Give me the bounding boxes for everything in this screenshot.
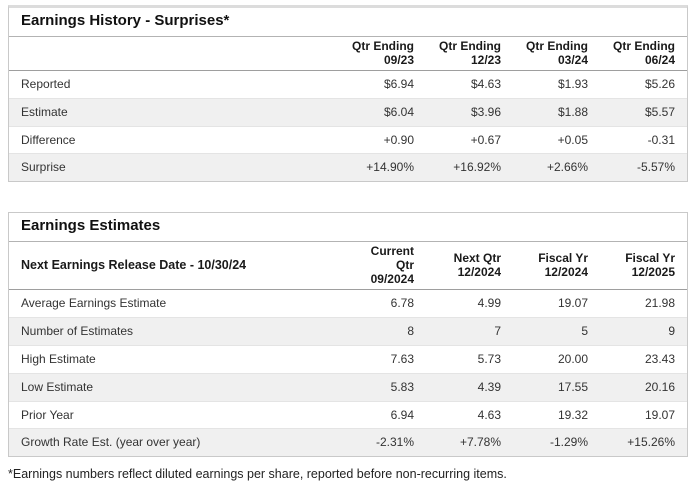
table-row: Prior Year 6.94 4.63 19.32 19.07 xyxy=(9,400,687,429)
column-header-row: Qtr Ending 09/23 Qtr Ending 12/23 Qtr Endi… xyxy=(9,36,687,72)
value-cell: +15.26% xyxy=(600,428,687,457)
table-row: Number of Estimates 8 7 5 9 xyxy=(9,317,687,346)
table-row: Growth Rate Est. (year over year) -2.31% +… xyxy=(9,428,687,457)
row-label: Estimate xyxy=(9,97,339,127)
table-row: Average Earnings Estimate 6.78 4.99 19.07 21… xyxy=(9,290,687,318)
value-cell: +14.90% xyxy=(339,153,426,182)
table-row: Low Estimate 5.83 4.39 17.55 20.16 xyxy=(9,372,687,402)
value-cell: 20.00 xyxy=(513,345,600,374)
column-header-cell: Qtr Ending 12/23 xyxy=(426,36,513,72)
value-cell: $1.88 xyxy=(513,97,600,127)
table-row: Surprise +14.90% +16.92% +2.66% -5.57% xyxy=(9,153,687,182)
value-cell: $5.57 xyxy=(600,97,687,127)
earnings-history-title: Earnings History - Surprises* xyxy=(9,8,687,37)
row-label: Surprise xyxy=(9,153,339,182)
value-cell: 21.98 xyxy=(644,296,675,311)
value-cell: $1.93 xyxy=(557,77,588,92)
value-cell: +7.78% xyxy=(426,428,513,457)
value-cell: -0.31 xyxy=(600,125,687,154)
earnings-estimates-title: Earnings Estimates xyxy=(9,213,687,242)
value-cell: +0.05 xyxy=(513,125,600,154)
value-cell: 4.63 xyxy=(426,400,513,429)
value-cell: 7.63 xyxy=(339,345,426,374)
column-header-row: Next Earnings Release Date - 10/30/24 Cur… xyxy=(9,242,687,291)
value-cell: +2.66% xyxy=(513,153,600,182)
column-header-cell: Next Qtr 12/2024 xyxy=(426,242,513,291)
value-cell: $6.94 xyxy=(383,77,414,92)
value-cell: 9 xyxy=(600,317,687,346)
value-cell: 19.07 xyxy=(600,400,687,429)
value-cell: 17.55 xyxy=(513,372,600,402)
row-label: Difference xyxy=(9,125,339,154)
column-header-cell: Fiscal Yr 12/2025 xyxy=(600,242,687,291)
value-cell: +16.92% xyxy=(426,153,513,182)
value-cell: 6.78 xyxy=(390,296,414,311)
row-label: Prior Year xyxy=(9,400,339,429)
table-row: Reported $6.94 $4.63 $1.93 $5.26 xyxy=(9,71,687,99)
value-cell: 19.32 xyxy=(513,400,600,429)
row-label: Low Estimate xyxy=(9,372,339,402)
row-label: Number of Estimates xyxy=(9,317,339,346)
value-cell: 23.43 xyxy=(600,345,687,374)
row-label: Average Earnings Estimate xyxy=(21,296,167,311)
row-label: High Estimate xyxy=(9,345,339,374)
value-cell: 6.94 xyxy=(339,400,426,429)
earnings-footnote: *Earnings numbers reflect diluted earnin… xyxy=(8,467,507,482)
table-row: Difference +0.90 +0.67 +0.05 -0.31 xyxy=(9,125,687,154)
value-cell: 4.99 xyxy=(477,296,501,311)
table-row: Estimate $6.04 $3.96 $1.88 $5.57 xyxy=(9,97,687,127)
table-row: High Estimate 7.63 5.73 20.00 23.43 xyxy=(9,345,687,374)
value-cell: -5.57% xyxy=(600,153,687,182)
earnings-history-card: Earnings History - Surprises* Qtr Ending… xyxy=(8,5,688,183)
value-cell: 8 xyxy=(339,317,426,346)
value-cell: 5.83 xyxy=(339,372,426,402)
value-cell: -1.29% xyxy=(513,428,600,457)
value-cell: 5 xyxy=(513,317,600,346)
value-cell: $5.26 xyxy=(644,77,675,92)
column-header-cell: Qtr Ending 06/24 xyxy=(600,36,687,72)
value-cell: 4.39 xyxy=(426,372,513,402)
value-cell: $4.63 xyxy=(470,77,501,92)
value-cell: +0.67 xyxy=(426,125,513,154)
earnings-estimates-table: Next Earnings Release Date - 10/30/24 Cur… xyxy=(9,242,687,457)
value-cell: +0.90 xyxy=(339,125,426,154)
column-header-cell: Qtr Ending 09/23 xyxy=(339,36,426,72)
value-cell: $6.04 xyxy=(339,97,426,127)
value-cell: 7 xyxy=(426,317,513,346)
earnings-history-table: Qtr Ending 09/23 Qtr Ending 12/23 Qtr Endi… xyxy=(9,36,687,182)
corner-header-cell xyxy=(9,36,339,72)
row-label: Growth Rate Est. (year over year) xyxy=(9,428,339,457)
value-cell: 20.16 xyxy=(600,372,687,402)
value-cell: 5.73 xyxy=(426,345,513,374)
column-header-cell: Fiscal Yr 12/2024 xyxy=(513,242,600,291)
earnings-estimates-card: Earnings Estimates Next Earnings Release… xyxy=(8,212,688,458)
value-cell: $3.96 xyxy=(426,97,513,127)
value-cell: -2.31% xyxy=(339,428,426,457)
corner-header-cell: Next Earnings Release Date - 10/30/24 xyxy=(9,242,339,291)
column-header-cell: Current Qtr 09/2024 xyxy=(339,242,426,291)
row-label: Reported xyxy=(21,77,71,92)
column-header-cell: Qtr Ending 03/24 xyxy=(513,36,600,72)
value-cell: 19.07 xyxy=(557,296,588,311)
